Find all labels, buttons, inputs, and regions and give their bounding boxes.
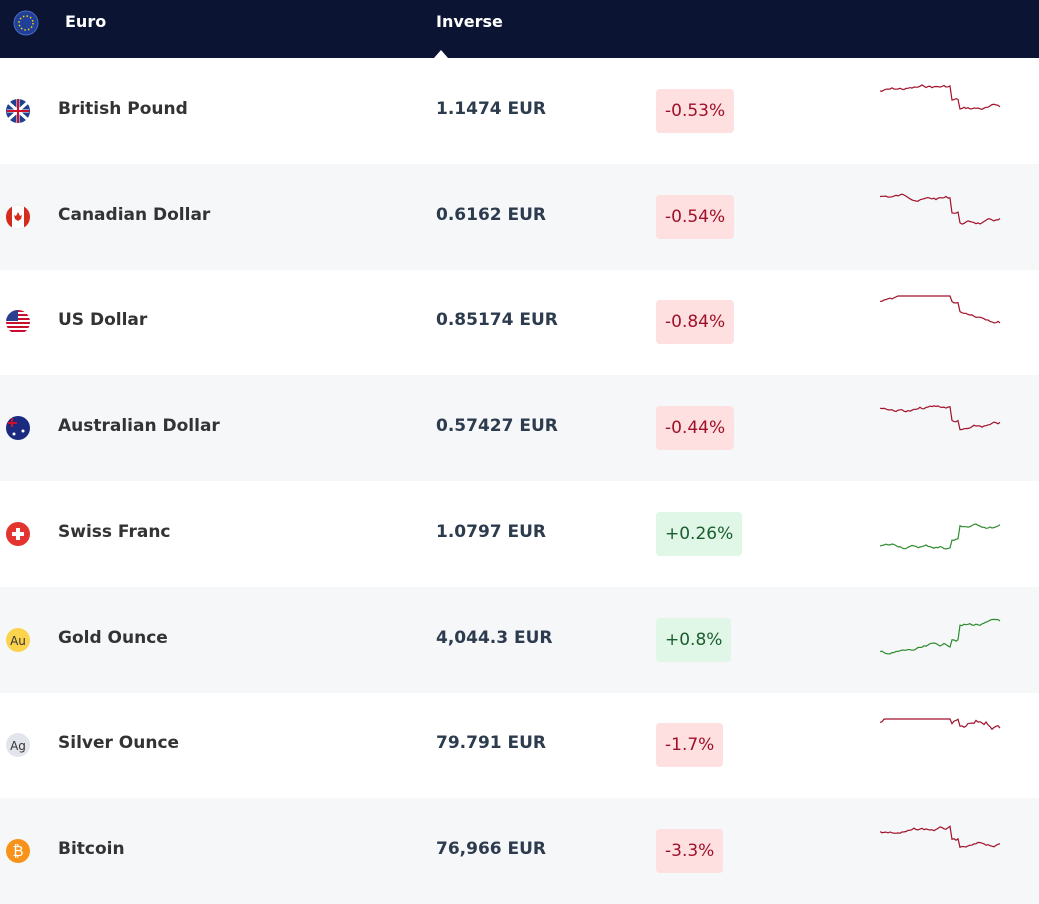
sparkline xyxy=(880,193,1001,225)
currency-row[interactable]: Canadian Dollar 0.6162 EUR -0.54% xyxy=(0,163,1039,270)
currency-icon: ₿ xyxy=(6,838,30,863)
icon-label: ₿ xyxy=(12,842,23,860)
rate: 0.57427 EUR xyxy=(436,416,558,437)
sparkline xyxy=(880,405,1001,431)
currency-row[interactable]: British Pound 1.1474 EUR -0.53% xyxy=(0,58,1039,164)
sparkline xyxy=(880,84,1001,110)
rate: 76,966 EUR xyxy=(436,838,547,859)
rate: 1.0797 EUR xyxy=(436,521,547,542)
currency-icon xyxy=(6,99,30,123)
currency-name: British Pound xyxy=(58,99,188,119)
currency-row[interactable]: Au Gold Ounce 4,044.3 EUR +0.8% xyxy=(0,586,1039,693)
sparkline-path xyxy=(880,825,1001,849)
sparkline xyxy=(880,523,1001,550)
change-badge: -0.84% xyxy=(656,300,735,345)
currency-icon: Au xyxy=(6,627,30,652)
currency-row[interactable]: ₿ Bitcoin 76,966 EUR -3.3% xyxy=(0,797,1039,904)
rate: 1.1474 EUR xyxy=(436,99,547,119)
sparkline xyxy=(880,295,1001,324)
header: Euro Inverse xyxy=(0,0,1039,58)
rate: 4,044.3 EUR xyxy=(436,627,553,648)
currency-name: Bitcoin xyxy=(58,838,125,859)
currency-icon xyxy=(6,310,30,335)
tab-caret xyxy=(434,50,448,58)
sparkline-path xyxy=(880,718,1001,731)
sparkline-path xyxy=(880,295,1001,324)
currency-icon xyxy=(6,416,30,441)
sparkline xyxy=(880,718,1001,731)
change-badge: +0.26% xyxy=(656,511,743,556)
currency-row[interactable]: US Dollar 0.85174 EUR -0.84% xyxy=(0,269,1039,375)
currency-name: US Dollar xyxy=(58,310,148,331)
currency-icon: Ag xyxy=(6,733,30,758)
base-currency: Euro xyxy=(65,12,107,31)
currency-icon xyxy=(5,204,31,230)
rate: 0.85174 EUR xyxy=(436,310,558,331)
currency-name: Silver Ounce xyxy=(58,733,180,754)
sparkline-path xyxy=(880,523,1001,550)
sparkline-path xyxy=(880,618,1001,655)
change-badge: -1.7% xyxy=(656,723,724,768)
currency-row[interactable]: Swiss Franc 1.0797 EUR +0.26% xyxy=(0,481,1039,587)
rate: 0.6162 EUR xyxy=(436,204,547,225)
icon-label: Au xyxy=(10,634,26,648)
change-badge: -3.3% xyxy=(656,828,724,873)
currency-name: Gold Ounce xyxy=(58,627,168,648)
sparkline-path xyxy=(880,193,1001,225)
currency-icon xyxy=(6,521,30,546)
change-badge: -0.54% xyxy=(656,194,735,239)
rate: 79.791 EUR xyxy=(436,733,547,754)
sparkline xyxy=(880,618,1001,655)
change-badge: +0.8% xyxy=(656,617,732,662)
currency-row[interactable]: Ag Silver Ounce 79.791 EUR -1.7% xyxy=(0,692,1039,798)
change-badge: -0.53% xyxy=(656,89,735,133)
sparkline-path xyxy=(880,84,1001,110)
sparkline-path xyxy=(880,405,1001,431)
currency-name: Swiss Franc xyxy=(58,521,171,542)
currency-name: Canadian Dollar xyxy=(58,204,211,225)
inverse-tab[interactable]: Inverse xyxy=(436,12,503,31)
currency-name: Australian Dollar xyxy=(58,416,220,437)
currency-row[interactable]: Australian Dollar 0.57427 EUR -0.44% xyxy=(0,375,1039,482)
sparkline xyxy=(880,825,1001,849)
eu-flag xyxy=(13,10,39,36)
change-badge: -0.44% xyxy=(656,406,735,451)
icon-label: Ag xyxy=(10,739,26,753)
